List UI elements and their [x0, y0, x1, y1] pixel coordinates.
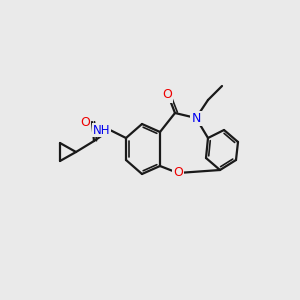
Text: N: N [191, 112, 201, 124]
Text: O: O [162, 88, 172, 101]
Text: O: O [80, 116, 90, 128]
Text: NH: NH [92, 124, 110, 136]
Text: O: O [173, 167, 183, 179]
